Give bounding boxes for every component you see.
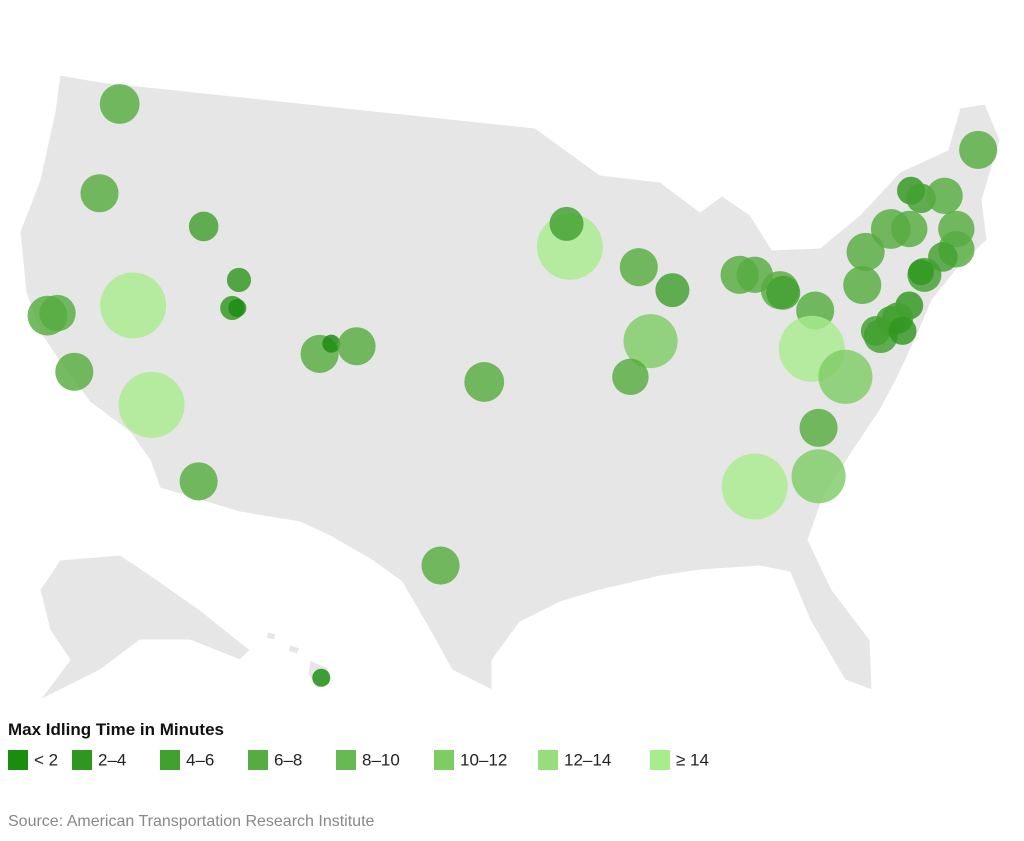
bubble (99, 84, 140, 124)
bubble (421, 546, 460, 585)
legend-swatch (336, 750, 356, 770)
legend-swatch (248, 750, 268, 770)
bubble (39, 294, 76, 332)
legend-swatch (538, 750, 558, 770)
bubble (799, 408, 838, 447)
alaska (39, 554, 251, 701)
legend: < 2 2–4 4–6 6–8 8–10 10–12 12–14 ≥ 14 (8, 750, 709, 770)
bubble (337, 327, 376, 366)
bubble (549, 206, 584, 241)
bubble (860, 316, 891, 346)
bubble (118, 371, 185, 438)
bubble (228, 298, 247, 318)
bubble (619, 248, 658, 287)
bubble (888, 317, 917, 345)
bubble (312, 668, 331, 687)
bubble (188, 211, 219, 242)
bubble (179, 462, 218, 501)
legend-title: Max Idling Time in Minutes (8, 720, 224, 739)
source: Source: American Transportation Research… (8, 813, 375, 830)
bubble (612, 358, 649, 396)
legend-swatch (650, 750, 670, 770)
legend-swatch (72, 750, 92, 770)
legend-label: 2–4 (98, 750, 126, 769)
bubble (791, 449, 846, 504)
legend-label: 8–10 (362, 750, 400, 769)
legend-label: 4–6 (186, 750, 214, 769)
bubble (843, 266, 882, 305)
bubbles (27, 84, 998, 687)
legend-label: < 2 (34, 750, 58, 769)
legend-label: 12–14 (564, 750, 611, 769)
bubble (959, 130, 998, 169)
legend-label: 10–12 (460, 750, 507, 769)
legend-swatch (8, 750, 28, 770)
bubble (623, 314, 678, 369)
bubble (55, 352, 94, 391)
legend-swatch (160, 750, 180, 770)
bubble (464, 362, 505, 402)
bubble (818, 349, 873, 404)
bubble (80, 174, 119, 213)
bubble (226, 267, 252, 293)
bubble (766, 275, 801, 310)
bubble (100, 272, 167, 339)
legend-label: ≥ 14 (676, 750, 709, 769)
legend-label: 6–8 (274, 750, 302, 769)
bubble (908, 259, 934, 286)
bubble (721, 453, 788, 520)
bubble (655, 273, 690, 308)
bubble (891, 210, 928, 248)
us-mainland (19, 74, 1001, 691)
bubble (846, 232, 885, 271)
bubble (322, 334, 341, 353)
bubble (926, 177, 963, 214)
legend-swatch (434, 750, 454, 770)
